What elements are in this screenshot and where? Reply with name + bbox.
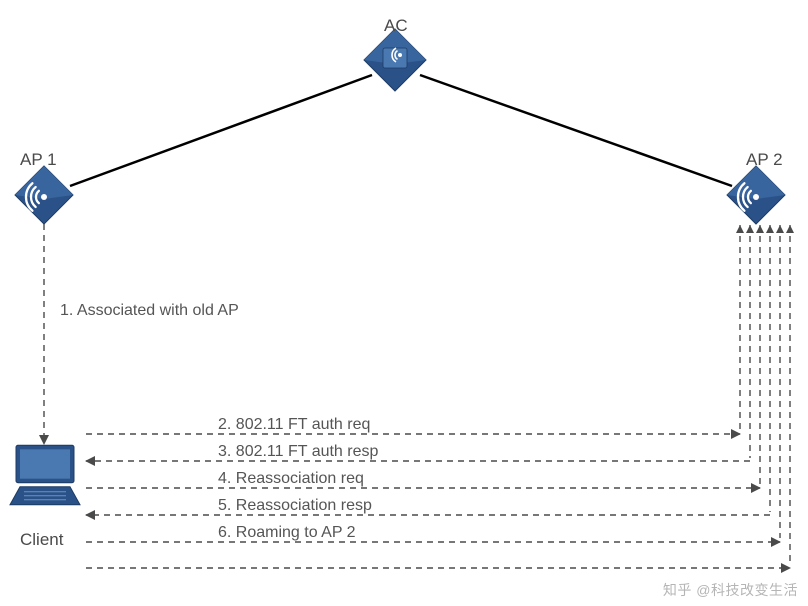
step-5-label: 5. Reassociation resp xyxy=(218,497,372,515)
watermark: 知乎 @科技改变生活 xyxy=(663,580,798,600)
step-4-label: 4. Reassociation req xyxy=(218,470,364,488)
step-3-label: 3. 802.11 FT auth resp xyxy=(218,443,378,461)
ap1-label: AP 1 xyxy=(20,150,57,170)
client-label: Client xyxy=(20,530,63,550)
step-2-label: 2. 802.11 FT auth req xyxy=(218,416,370,434)
step-1-label: 1. Associated with old AP xyxy=(60,302,239,320)
ap2-label: AP 2 xyxy=(746,150,783,170)
step-6-label: 6. Roaming to AP 2 xyxy=(218,524,356,542)
ac-label: AC xyxy=(384,16,408,36)
